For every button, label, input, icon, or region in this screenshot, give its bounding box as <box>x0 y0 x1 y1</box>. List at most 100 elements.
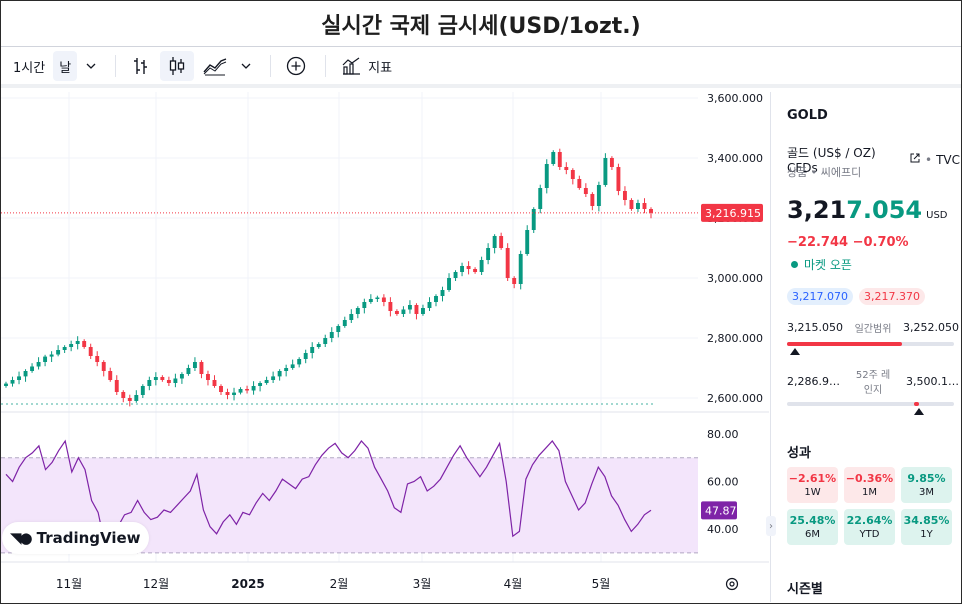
performance-value: 22.64% <box>846 514 893 527</box>
candle-body <box>166 380 171 383</box>
performance-cell-1m[interactable]: −0.36% 1M <box>844 467 895 503</box>
candle-body <box>336 326 341 332</box>
candle-body <box>596 185 601 206</box>
performance-period: 1Y <box>920 529 933 540</box>
time-axis-label: 2025 <box>231 577 264 591</box>
performance-value: −0.36% <box>845 472 894 485</box>
candle-body <box>127 398 132 401</box>
candle-body <box>329 332 334 338</box>
price-axis-tick: 2,800.000 <box>707 332 763 345</box>
candle-body <box>258 383 263 386</box>
year-range-marker-icon <box>913 408 924 415</box>
add-circle-icon[interactable] <box>281 51 311 81</box>
candle-body <box>583 188 588 194</box>
performance-value: 9.85% <box>907 472 946 485</box>
candle-body <box>121 392 126 398</box>
area-chart-icon[interactable] <box>198 51 232 81</box>
symbol-source[interactable]: TVC <box>936 152 960 167</box>
candle-body <box>251 386 256 391</box>
timeframe-button[interactable]: 날 <box>53 51 78 81</box>
current-price-badge <box>701 203 763 222</box>
performance-value: 25.48% <box>789 514 836 527</box>
performance-value: −2.61% <box>788 472 837 485</box>
candle-body <box>219 386 223 392</box>
year-range-high: 3,500.1… <box>906 374 959 388</box>
page-title: 실시간 국제 금시세(USD/1ozt.) <box>1 1 961 47</box>
rsi-value-badge <box>701 501 737 520</box>
candle-body <box>434 296 438 302</box>
performance-cell-6m[interactable]: 25.48% 6M <box>787 509 838 545</box>
timeframe-label: 날 <box>59 60 72 76</box>
candle-body <box>199 362 204 374</box>
performance-cell-1w[interactable]: −2.61% 1W <box>787 467 838 503</box>
chevron-down-icon[interactable] <box>81 51 101 81</box>
candle-body <box>238 389 243 393</box>
time-axis-label: 5월 <box>592 577 611 591</box>
candle-body <box>531 209 536 230</box>
symbol-description: 골드 (US$ / OZ) CFDs • TVC <box>787 144 960 175</box>
indicators-button[interactable]: 지표 <box>336 51 396 81</box>
candle-body <box>173 378 178 383</box>
candle-body <box>245 389 250 391</box>
candle-body <box>629 200 634 209</box>
candle-body <box>362 302 367 308</box>
candle-body <box>505 248 510 278</box>
candle-body <box>95 356 100 362</box>
bid-badge: 3,217.070 <box>787 288 853 305</box>
day-range-bar <box>787 342 954 346</box>
candle-body <box>10 380 15 384</box>
candle-body <box>206 374 210 380</box>
candle-chart-icon[interactable] <box>160 51 195 81</box>
candle-body <box>414 305 419 314</box>
candle-body <box>421 308 425 314</box>
rsi-axis-tick: 60.00 <box>707 475 739 488</box>
candle-body <box>499 236 504 248</box>
current-price-label: 3,216.915 <box>705 207 761 220</box>
settings-gear-icon[interactable] <box>725 577 739 591</box>
candle-body <box>636 203 640 209</box>
candle-body <box>622 191 627 200</box>
performance-cell-3m[interactable]: 9.85% 3M <box>901 467 952 503</box>
bid-ask: 3,217.070 3,217.370 <box>787 288 925 305</box>
symbol-ticker[interactable]: GOLD <box>787 108 828 123</box>
symbol-type: 상품 • 씨에프디 <box>787 166 862 179</box>
candle-body <box>114 380 119 392</box>
performance-cell-ytd[interactable]: 22.64% YTD <box>844 509 895 545</box>
bar-chart-icon[interactable] <box>126 51 156 81</box>
day-range-low: 3,215.050 <box>787 321 843 334</box>
candle-body <box>75 341 80 344</box>
candle-body <box>62 347 67 350</box>
candle-body <box>303 353 308 359</box>
chevron-right-icon[interactable]: › <box>766 516 776 536</box>
candle-body <box>375 297 380 299</box>
interval-button[interactable]: 1시간 <box>13 60 46 76</box>
candle-body <box>349 314 354 320</box>
price-currency: USD <box>926 210 948 221</box>
symbol-details-panel: GOLD 골드 (US$ / OZ) CFDs • TVC 상품 • 씨에프디 … <box>774 92 960 602</box>
day-range-high: 3,252.050 <box>903 321 959 334</box>
tradingview-logo[interactable]: ◥● TradingView <box>2 522 149 554</box>
day-range-marker-icon <box>790 348 800 355</box>
rsi-value-label: 47.87 <box>705 504 737 517</box>
year-range-label: 52주 레인지 <box>855 370 891 396</box>
candle-body <box>466 266 471 269</box>
price-axis-tick: 3,000.000 <box>707 272 763 285</box>
performance-value: 34.85% <box>903 514 950 527</box>
candle-body <box>23 371 28 377</box>
candle-body <box>401 309 406 314</box>
candle-body <box>368 299 373 302</box>
candle-body <box>277 371 282 377</box>
performance-cell-1y[interactable]: 34.85% 1Y <box>901 509 952 545</box>
price-prefix: 3,21 <box>787 196 847 224</box>
candle-body <box>342 320 347 326</box>
external-link-icon[interactable] <box>909 152 921 167</box>
chevron-down-icon[interactable] <box>236 51 256 81</box>
chart-toolbar: 1시간 날 지표 <box>1 48 961 88</box>
gear-inner <box>729 581 735 587</box>
price-highlight: 7.054 <box>846 196 923 224</box>
candle-body <box>616 167 621 191</box>
year-range-bar <box>787 402 954 406</box>
candle-body <box>36 362 41 367</box>
candle-body <box>212 380 217 386</box>
candle-body <box>642 203 647 209</box>
